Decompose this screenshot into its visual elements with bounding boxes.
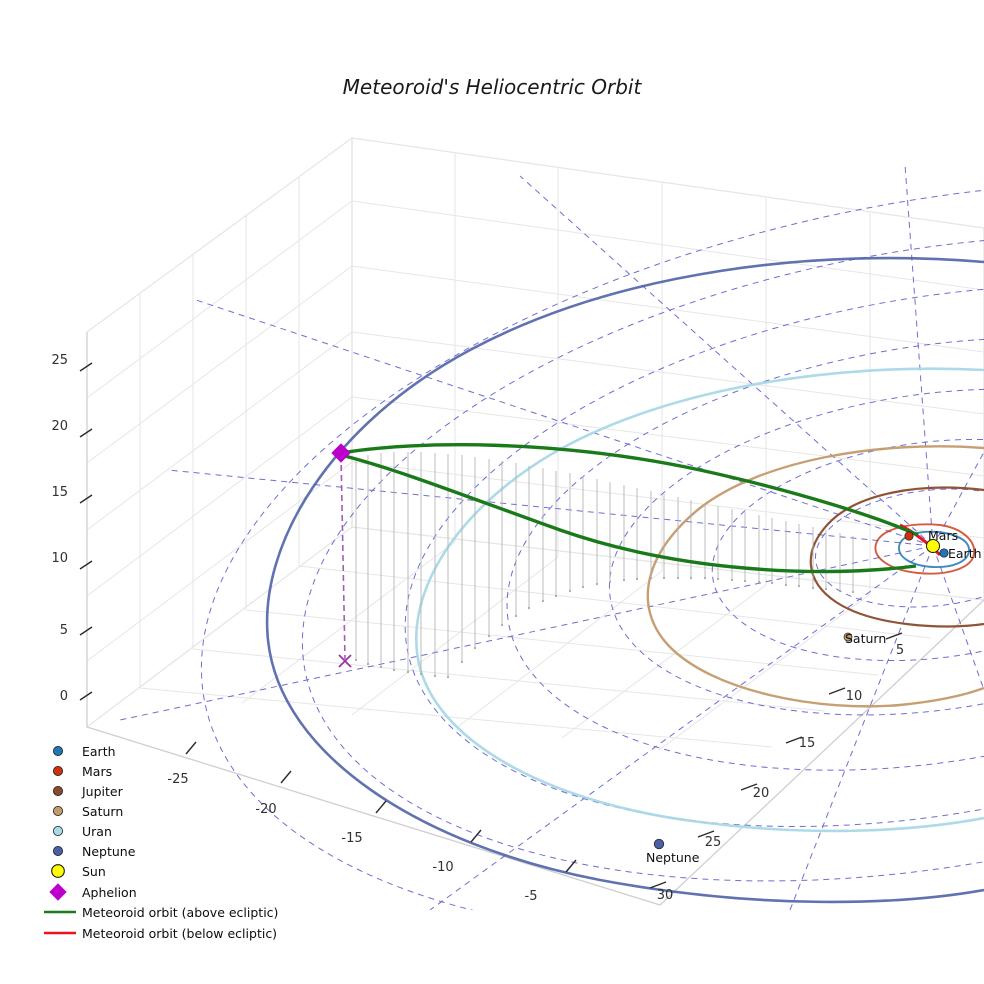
legend-label-mars: Mars xyxy=(82,764,112,779)
legend-marker-saturn xyxy=(53,806,64,817)
meteoroid-orbit xyxy=(340,443,942,574)
z-tick-label: 15 xyxy=(51,485,68,500)
meteoroid-orbit-above-upper xyxy=(340,443,919,537)
legend-marker-aphelion xyxy=(49,883,67,901)
earth-label: Earth xyxy=(948,546,982,561)
z-tick-label: 20 xyxy=(51,419,68,434)
z-tick-labels: 25 20 15 10 5 0 xyxy=(51,353,68,704)
aphelion-icon xyxy=(331,443,351,463)
neptune-label: Neptune xyxy=(646,850,700,865)
orbit-stem-lines xyxy=(354,452,855,679)
z-tick-label: 10 xyxy=(51,551,68,566)
y-tick-label: 20 xyxy=(753,786,770,801)
x-icon xyxy=(338,654,352,668)
legend-label-jupiter: Jupiter xyxy=(81,784,124,799)
z-tick-label: 5 xyxy=(60,623,68,638)
aphelion-group xyxy=(331,443,352,668)
legend-label-orbit-below: Meteoroid orbit (below ecliptic) xyxy=(82,926,277,941)
saturn-body xyxy=(843,632,853,642)
x-tick-label: -5 xyxy=(525,889,538,904)
meteoroid-orbit-above-lower xyxy=(340,453,917,574)
legend-marker-mars xyxy=(53,766,64,777)
y-tick-label: 5 xyxy=(896,643,904,658)
legend-marker-neptune xyxy=(53,846,64,857)
celestial-bodies xyxy=(653,531,949,850)
orbit-neptune xyxy=(265,256,984,904)
z-tick-label: 25 xyxy=(51,353,68,368)
x-tick-label: -25 xyxy=(167,772,188,787)
mars-label: Mars xyxy=(928,528,958,543)
orbit-uranus xyxy=(415,367,984,833)
legend-marker-uranus xyxy=(53,826,64,837)
y-tick-label: 25 xyxy=(705,835,722,850)
orbit-jupiter xyxy=(809,486,984,628)
legend-marker-earth xyxy=(53,746,64,757)
x-tick-label: -15 xyxy=(341,831,362,846)
legend-marker-sun xyxy=(51,864,65,878)
legend-label-orbit-above: Meteoroid orbit (above ecliptic) xyxy=(82,905,278,920)
legend-label-aphelion: Aphelion xyxy=(82,885,137,900)
planet-orbits xyxy=(265,256,984,904)
sun-body xyxy=(926,539,940,553)
x-tick-label: -20 xyxy=(255,802,276,817)
orbit-mars xyxy=(874,523,975,575)
y-tick-label: 10 xyxy=(846,689,863,704)
orbit-earth xyxy=(898,530,970,568)
body-annotations: Mars Earth Saturn Neptune xyxy=(646,528,982,865)
orbit-saturn xyxy=(646,445,984,708)
aphelion-drop-line xyxy=(340,454,346,660)
x-tick-label: -10 xyxy=(432,860,453,875)
legend-label-sun: Sun xyxy=(82,864,106,879)
y-tick-labels: 5 10 15 20 25 30 xyxy=(657,643,904,903)
legend: Earth Mars Jupiter Saturn Uran Neptune S… xyxy=(44,744,278,941)
polar-grid xyxy=(119,164,984,910)
y-tick-label: 30 xyxy=(657,888,674,903)
legend-marker-jupiter xyxy=(53,786,64,797)
tick-marks xyxy=(79,362,903,889)
earth-body xyxy=(939,548,949,558)
legend-label-earth: Earth xyxy=(82,744,116,759)
legend-label-saturn: Saturn xyxy=(82,804,123,819)
y-tick-label: 15 xyxy=(799,736,816,751)
z-tick-label: 0 xyxy=(60,689,68,704)
legend-label-neptune: Neptune xyxy=(82,844,136,859)
neptune-body xyxy=(653,838,665,850)
legend-label-uranus: Uran xyxy=(82,824,112,839)
meteoroid-orbit-below xyxy=(899,523,942,557)
x-tick-labels: -25 -20 -15 -10 -5 xyxy=(167,772,537,904)
mars-body xyxy=(904,531,914,541)
saturn-label: Saturn xyxy=(845,631,886,646)
page-title: Meteoroid's Heliocentric Orbit xyxy=(343,75,643,99)
